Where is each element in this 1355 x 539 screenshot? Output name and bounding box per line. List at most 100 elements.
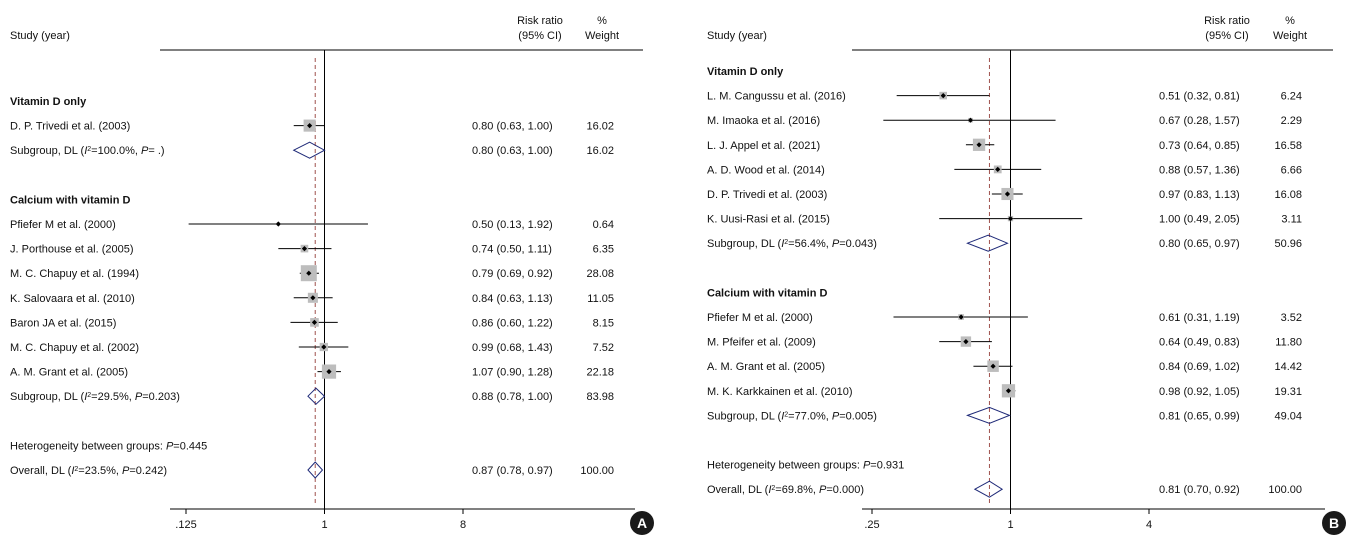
point-estimate-marker [958,314,964,320]
study-weight: 16.58 [1274,140,1302,152]
risk-ratio-ci: 0.97 (0.83, 1.13) [1159,189,1240,201]
stat-label-i2-sup: 2 [784,239,788,246]
point-estimate-marker [1004,191,1011,197]
point-estimate-marker [321,344,327,350]
stat-label-i2-symbol: I [781,410,784,422]
subgroup-title: Vitamin D only [707,66,784,78]
pooled-estimate-diamond [307,461,324,479]
panel-label-badge [630,511,654,535]
study-label: D. P. Trivedi et al. (2003) [10,121,130,133]
point-estimate-marker [1005,388,1012,394]
overall-summary-label: Overall, DL (I2=23.5%, P=0.242) [10,465,167,477]
point-estimate-marker [976,142,982,148]
risk-ratio-ci: 1.07 (0.90, 1.28) [472,367,553,379]
study-weight: 11.80 [1275,337,1302,349]
header-percent: % [597,15,607,27]
stat-label-p-symbol: P [166,440,174,452]
stat-label-p-symbol: P [863,460,871,472]
x-tick-label: 1 [321,519,327,531]
stat-label-prefix: Subgroup, DL ( [707,238,782,250]
stat-label-i2-sup: 2 [87,392,91,399]
study-label: A. D. Wood et al. (2014) [707,164,825,176]
point-estimate-marker [940,93,946,99]
study-weight: 6.24 [1281,91,1302,103]
pooled-estimate-diamond [307,387,326,405]
study-label: A. M. Grant et al. (2005) [10,367,128,379]
point-estimate-marker [311,319,318,325]
stat-label-i2-value: =56.4%, [788,238,832,250]
header-percent: % [1285,15,1295,27]
stat-label-prefix: Overall, DL ( [10,465,72,477]
subgroup-weight: 83.98 [586,391,614,403]
stat-label-prefix: Subgroup, DL ( [707,410,782,422]
study-weight: 3.52 [1281,312,1302,324]
study-weight: 7.52 [593,342,614,354]
study-label: Pfiefer M et al. (2000) [707,312,813,324]
risk-ratio-ci: 0.51 (0.32, 0.81) [1159,91,1240,103]
study-label: L. M. Cangussu et al. (2016) [707,91,846,103]
study-weight: 3.11 [1281,214,1302,226]
subgroup-risk-ratio-ci: 0.80 (0.63, 1.00) [472,145,553,157]
header-risk-ratio: Risk ratio [1204,15,1250,27]
study-label: Baron JA et al. (2015) [10,317,116,329]
stat-label-i2-value: =23.5%, [78,465,122,477]
risk-ratio-ci: 0.67 (0.28, 1.57) [1159,115,1240,127]
overall-risk-ratio-ci: 0.87 (0.78, 0.97) [472,465,553,477]
point-estimate-marker [995,166,1001,172]
stat-label-prefix: Subgroup, DL ( [10,145,85,157]
pooled-estimate-diamond [292,141,326,159]
stat-label-i2-symbol: I [768,484,771,496]
subgroup-risk-ratio-ci: 0.80 (0.65, 0.97) [1159,238,1240,250]
study-label: D. P. Trivedi et al. (2003) [707,189,827,201]
risk-ratio-ci: 0.50 (0.13, 1.92) [472,219,553,231]
x-tick-label: 4 [1146,519,1152,531]
subgroup-summary-label: Subgroup, DL (I2=56.4%, P=0.043) [707,238,877,250]
subgroup-title: Calcium with vitamin D [10,194,130,206]
risk-ratio-ci: 0.86 (0.60, 1.22) [472,317,553,329]
point-estimate-marker [301,246,308,252]
stat-label-prefix: Heterogeneity between groups: [707,460,863,472]
point-estimate-marker [306,270,312,276]
risk-ratio-ci: 0.73 (0.64, 0.85) [1159,140,1240,152]
subgroup-title: Calcium with vitamin D [707,287,827,299]
study-label: K. Uusi-Rasi et al. (2015) [707,214,830,226]
study-label: M. C. Chapuy et al. (1994) [10,268,139,280]
risk-ratio-ci: 0.88 (0.57, 1.36) [1159,164,1240,176]
stat-label-prefix: Overall, DL ( [707,484,769,496]
study-weight: 2.29 [1281,115,1302,127]
stat-label-p-symbol: P [832,410,840,422]
study-label: M. K. Karkkainen et al. (2010) [707,386,853,398]
risk-ratio-ci: 0.64 (0.49, 0.83) [1159,337,1240,349]
stat-label-prefix: Heterogeneity between groups: [10,440,166,452]
overall-weight: 100.00 [1268,484,1302,496]
study-label: A. M. Grant et al. (2005) [707,361,825,373]
point-estimate-marker [967,117,974,123]
study-label: Pfiefer M et al. (2000) [10,219,116,231]
study-label: L. J. Appel et al. (2021) [707,140,820,152]
header-study: Study (year) [707,30,767,42]
point-estimate-marker [963,339,969,345]
risk-ratio-ci: 0.84 (0.63, 1.13) [472,293,553,305]
x-tick-label: .25 [864,519,879,531]
stat-label-i2-value: =77.0%, [788,410,832,422]
stat-label-p-value: =0.043) [839,238,877,250]
stat-label-i2-value: =100.0%, [91,145,141,157]
stat-label-p-symbol: P [819,484,827,496]
overall-risk-ratio-ci: 0.81 (0.70, 0.92) [1159,484,1240,496]
panel-label-badge [1322,511,1346,535]
stat-label-i2-symbol: I [84,145,87,157]
forest-plot-panel-a: Study (year) Risk ratio (95% CI)% Weight Vit… [10,15,654,535]
header-weight: Weight [585,30,619,42]
x-tick-label: 1 [1007,519,1013,531]
risk-ratio-ci: 0.98 (0.92, 1.05) [1159,386,1240,398]
stat-label-i2-value: =69.8%, [775,484,819,496]
stat-label-i2-sup: 2 [87,146,91,153]
overall-weight: 100.00 [580,465,614,477]
stat-label-p-value: =0.445 [173,440,207,452]
stat-label-p-value: = .) [148,145,164,157]
study-label: M. Pfeifer et al. (2009) [707,337,816,349]
header-ci: (95% CI) [1205,30,1248,42]
pooled-estimate-diamond [973,480,1004,498]
study-weight: 6.35 [593,244,614,256]
